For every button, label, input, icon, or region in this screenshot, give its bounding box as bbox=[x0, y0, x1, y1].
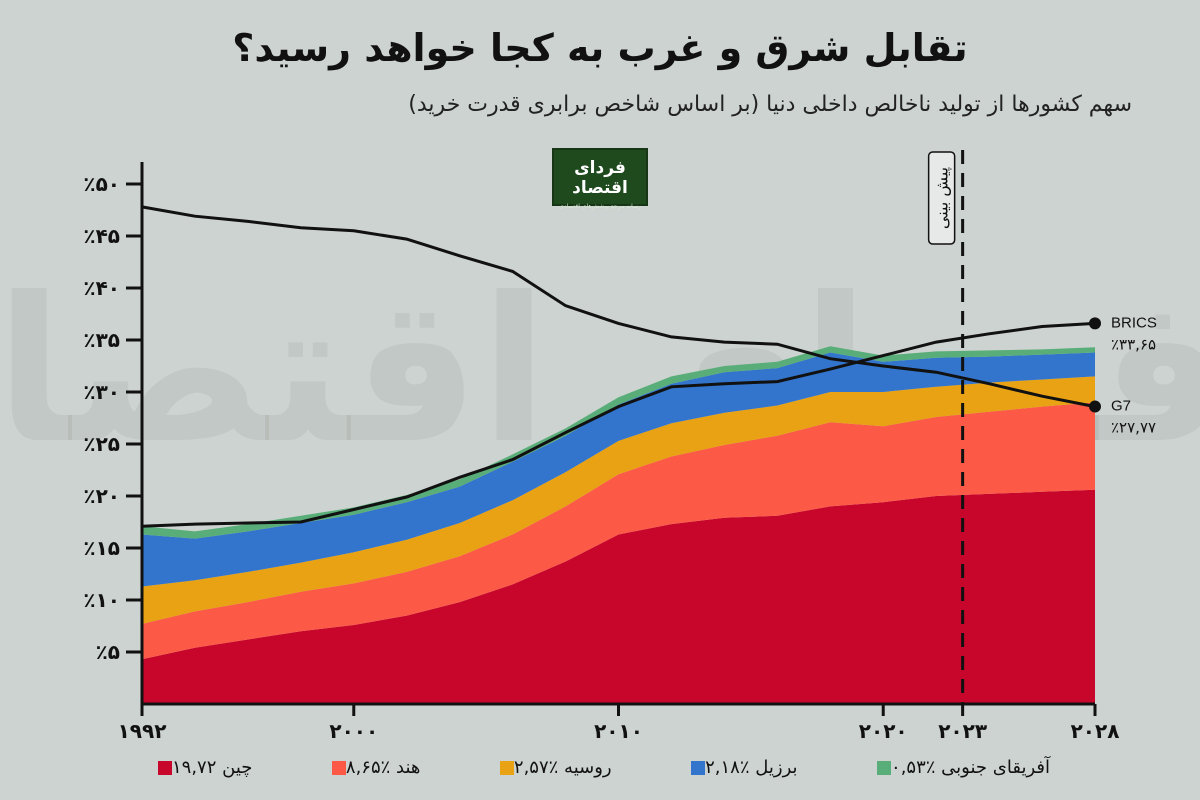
legend-swatch bbox=[158, 760, 172, 775]
y-tick-label: ٪۲۵ bbox=[83, 432, 120, 456]
y-tick-label: ٪۵ bbox=[96, 640, 120, 664]
chart-labels: G7 ٪۲۷,۷۷ BRICS ٪۳۳,۶۵ ٪۵ ٪۱۰ ٪۱۵ ٪۲۰ ٪۲۵ ٪۳۰ ٪۳۵ ٪… bbox=[83, 151, 1157, 743]
legend-item-1: چین ۱۹,۷۲ bbox=[150, 757, 252, 778]
line-label-brics: BRICS bbox=[1111, 314, 1157, 331]
line-brics bbox=[141, 321, 1096, 528]
legend-label: روسیه ٪۲,۵۷ bbox=[513, 757, 612, 778]
legend-swatch bbox=[331, 760, 346, 775]
legend-label: آفریقای جنوبی ٪۰,۵۳ bbox=[891, 757, 1050, 778]
legend-label: برزیل ٪۲,۱۸ bbox=[705, 757, 798, 778]
area-series-1 bbox=[142, 489, 1095, 704]
legend: چین ۱۹,۷۲ هند ٪۸,۶۵ روسیه ٪۲,۵۷ برزیل ٪۲,۱۸… bbox=[150, 757, 1050, 778]
trend-lines bbox=[141, 205, 1101, 528]
y-tick-label: ٪۱۰ bbox=[83, 588, 120, 612]
y-tick-label: ٪۵۰ bbox=[83, 172, 120, 196]
x-tick-label: ۱۹۹۲ bbox=[118, 719, 167, 743]
axes bbox=[126, 150, 1097, 716]
x-tick-label: ۲۰۱۰ bbox=[594, 719, 643, 743]
line-value-g7: ٪۲۷,۷۷ bbox=[1111, 419, 1156, 437]
logo-name: فردای اقتصاد bbox=[572, 158, 628, 198]
forecast-badge bbox=[927, 151, 956, 245]
legend-item-4: برزیل ٪۲,۱۸ bbox=[683, 757, 798, 778]
x-tick-label: ۲۰۲۸ bbox=[1071, 719, 1120, 743]
line-end-dot-g7 bbox=[1089, 400, 1101, 413]
chart-title: تقابل شرق و غرب به کجا خواهد رسید؟ bbox=[232, 26, 968, 70]
line-end-dot-brics bbox=[1089, 317, 1101, 330]
area-series-3 bbox=[142, 376, 1095, 624]
forecast-label: پیش بینی bbox=[933, 167, 953, 229]
legend-item-2: هند ٪۸,۶۵ bbox=[324, 757, 421, 778]
y-tick-label: ٪۴۰ bbox=[83, 276, 120, 300]
area-layers bbox=[142, 346, 1095, 704]
area-series-4 bbox=[142, 352, 1095, 587]
x-tick-label: ۲۰۲۳ bbox=[938, 719, 987, 743]
legend-label: چین ۱۹,۷۲ bbox=[172, 757, 253, 778]
y-tick-label: ٪۱۵ bbox=[83, 536, 120, 560]
y-tick-label: ٪۳۰ bbox=[83, 380, 120, 404]
line-value-brics: ٪۳۳,۶۵ bbox=[1111, 335, 1156, 353]
legend-label: هند ٪۸,۶۵ bbox=[345, 757, 421, 778]
area-series-2 bbox=[142, 402, 1095, 660]
line-g7 bbox=[141, 205, 1096, 409]
chart-subtitle: سهم کشورها از تولید ناخالص داخلی دنیا (ب… bbox=[408, 92, 1132, 117]
logo-tagline: رسانه مرجع پوشش‌های اقتصادی bbox=[559, 203, 641, 210]
x-tick-label: ۲۰۰۰ bbox=[329, 719, 378, 743]
line-label-g7: G7 bbox=[1111, 398, 1131, 415]
legend-item-5: آفریقای جنوبی ٪۰,۵۳ bbox=[869, 757, 1050, 778]
legend-swatch bbox=[499, 760, 514, 775]
y-tick-label: ٪۲۰ bbox=[83, 484, 120, 508]
x-tick-label: ۲۰۲۰ bbox=[859, 719, 908, 743]
legend-item-3: روسیه ٪۲,۵۷ bbox=[492, 757, 612, 778]
y-tick-label: ٪۳۵ bbox=[83, 328, 120, 352]
legend-swatch bbox=[877, 760, 892, 775]
legend-swatch bbox=[691, 760, 706, 775]
brand-logo: فردای اقتصاد رسانه مرجع پوشش‌های اقتصادی bbox=[552, 148, 648, 210]
y-tick-label: ٪۴۵ bbox=[83, 224, 120, 248]
